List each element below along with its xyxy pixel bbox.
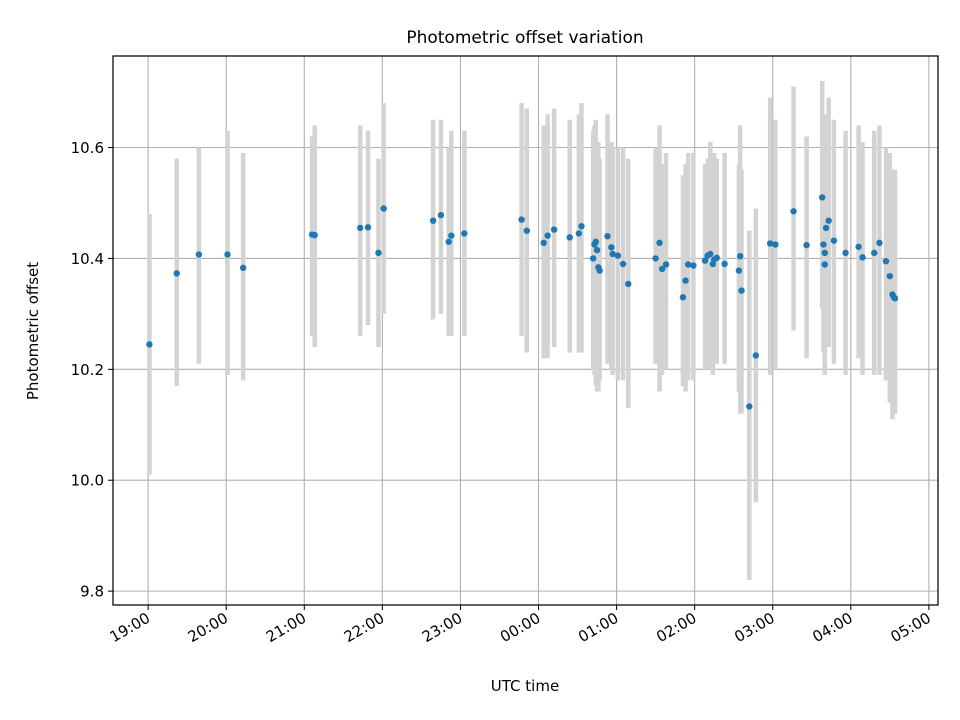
data-point [357, 224, 364, 232]
y-tick-label: 10.0 [71, 472, 104, 490]
data-point [448, 232, 455, 239]
data-point [380, 205, 387, 212]
data-point [842, 249, 849, 257]
x-axis: 19:00 20:00 21:00 22:00 23:00 00:00 01:00 02:00… [107, 605, 934, 646]
data-point [790, 208, 797, 215]
data-point [619, 260, 627, 268]
data-point [886, 272, 894, 280]
y-tick-label: 10.6 [71, 139, 104, 157]
x-tick-label: 00:00 [497, 609, 543, 646]
plot-frame [112, 55, 939, 606]
data-point [822, 224, 830, 232]
data-point [656, 239, 663, 247]
data-point [311, 231, 318, 239]
y-tick-label: 10.4 [71, 250, 104, 268]
data-point [195, 251, 203, 258]
x-tick-label: 23:00 [419, 609, 465, 646]
data-point [735, 267, 743, 274]
data-point [871, 249, 878, 257]
data-point [614, 252, 622, 259]
data-point [738, 287, 745, 294]
data-point [461, 230, 468, 237]
chart-title: Photometric offset variation [406, 28, 643, 48]
data-point [566, 234, 573, 241]
data-point [596, 267, 603, 274]
data-point [239, 264, 247, 272]
data-point [224, 251, 231, 258]
data-point [701, 257, 709, 264]
error-bars [147, 80, 898, 581]
data-point [737, 252, 744, 260]
data-point [746, 403, 753, 410]
x-axis-label: UTC time [491, 677, 559, 695]
grid [113, 56, 938, 605]
data-point [544, 232, 551, 239]
data-point [803, 241, 810, 249]
data-point [540, 239, 547, 247]
data-point [437, 211, 445, 219]
data-point [593, 246, 601, 254]
data-point [766, 240, 774, 247]
x-tick-label: 02:00 [653, 609, 699, 646]
data-point [375, 249, 382, 257]
data-point [550, 226, 558, 233]
data-point [589, 255, 597, 262]
x-tick-label: 19:00 [107, 609, 153, 646]
data-point [429, 217, 437, 224]
data-point [825, 217, 832, 224]
x-tick-label: 20:00 [185, 609, 231, 646]
data-point [684, 261, 692, 268]
data-point [604, 233, 611, 240]
data-point [772, 241, 779, 248]
data-point [662, 261, 670, 268]
data-point [721, 260, 728, 268]
x-tick-label: 01:00 [575, 609, 621, 646]
data-point [625, 280, 632, 288]
data-point [818, 194, 826, 201]
data-point [652, 255, 659, 262]
data-point [855, 243, 862, 250]
data-point [821, 261, 828, 268]
y-tick-label: 9.8 [80, 583, 104, 601]
data-point [679, 294, 687, 301]
data-point [609, 250, 616, 258]
data-point [882, 257, 890, 265]
x-tick-label: 22:00 [341, 609, 387, 646]
data-point [445, 238, 452, 245]
data-point [364, 224, 372, 231]
data-point [682, 277, 689, 284]
data-point [876, 239, 883, 247]
data-point [752, 352, 760, 359]
x-tick-label: 05:00 [887, 609, 933, 646]
data-point [690, 262, 697, 269]
data-point [859, 254, 866, 261]
data-point [658, 265, 666, 273]
data-point [578, 223, 585, 230]
y-tick-label: 10.2 [71, 361, 104, 379]
data-point [830, 237, 838, 244]
data-points [146, 194, 899, 410]
x-tick-label: 21:00 [263, 609, 309, 646]
data-point [608, 244, 615, 251]
y-axis-label: Photometric offset [24, 262, 42, 400]
data-point [518, 216, 525, 223]
data-point [820, 241, 827, 248]
data-point [713, 254, 720, 262]
data-point [146, 341, 153, 348]
data-point [173, 270, 180, 277]
data-point [575, 230, 583, 237]
data-point [821, 249, 828, 257]
data-point [707, 250, 714, 258]
data-point [891, 295, 899, 302]
y-axis: 9.8 10.0 10.2 10.4 10.6 [71, 139, 113, 601]
x-tick-label: 03:00 [731, 609, 777, 646]
x-tick-label: 04:00 [809, 609, 855, 646]
data-point [523, 227, 531, 234]
data-point [592, 238, 599, 245]
